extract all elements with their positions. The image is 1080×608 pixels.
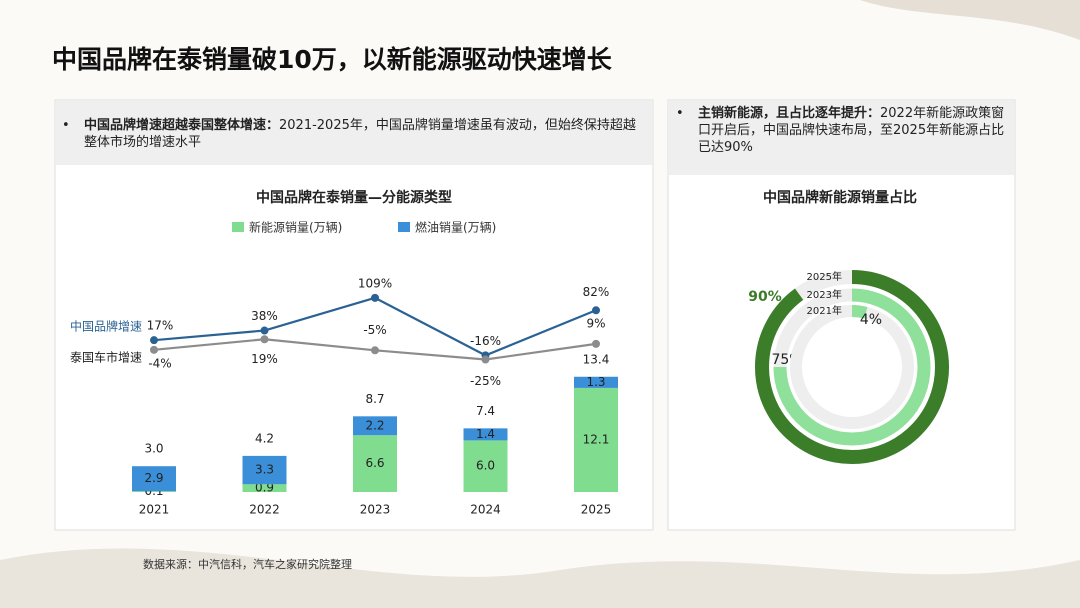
- legend-swatch: [398, 222, 410, 232]
- bar-segment: [242, 455, 287, 485]
- total-label: 7.4: [476, 404, 495, 418]
- chart-title: 中国品牌新能源销量占比: [763, 189, 917, 206]
- bar-segment: [574, 387, 618, 492]
- bar-segment: [132, 491, 176, 492]
- data-label: 9%: [586, 316, 605, 330]
- note-text: 2022年新能源政策窗口开启后，中国品牌快速布局，至2025年新能源占比已达90…: [698, 106, 1005, 155]
- line-point: [371, 346, 379, 355]
- note-text: 2021-2025年，中国品牌销量增速虽有波动，但始终保持超越整体市场的增速水平: [84, 118, 636, 150]
- data-label: 1.3: [586, 375, 605, 389]
- data-label: 2.9: [144, 471, 163, 485]
- total-label: 3.0: [144, 442, 163, 456]
- x-tick-label: 2025: [581, 503, 612, 517]
- note: • 中国品牌增速超越泰国整体增速：2021-2025年，中国品牌销量增速虽有波动…: [62, 118, 636, 150]
- bar-segment: [463, 440, 508, 492]
- data-label: -5%: [363, 323, 386, 337]
- line-point: [592, 339, 600, 348]
- data-label: 19%: [251, 352, 278, 366]
- data-label: 1.4: [476, 427, 495, 441]
- ring-arc: [773, 288, 931, 446]
- note-heading: 主销新能源，且占比逐年提升：: [698, 106, 881, 121]
- ring-arc: [755, 270, 949, 464]
- total-label: 4.2: [255, 431, 274, 445]
- line-point: [150, 345, 158, 354]
- bar-segment: [242, 484, 287, 492]
- total-label: 13.4: [583, 352, 610, 366]
- x-tick-label: 2022: [249, 503, 280, 517]
- slide-title: 中国品牌在泰销量破10万，以新能源驱动快速增长: [52, 45, 612, 74]
- decor-wave: [860, 0, 1080, 40]
- legend-label: 燃油销量(万辆): [415, 220, 496, 235]
- data-label: -4%: [148, 356, 171, 370]
- line-point: [592, 306, 600, 315]
- source: 数据来源：中汽信科，汽车之家研究院整理: [143, 558, 352, 571]
- ring-label: 2021年: [807, 304, 842, 317]
- data-label: 4%: [860, 312, 882, 328]
- line-point: [260, 326, 269, 335]
- line-point: [260, 335, 269, 344]
- data-label: 12.1: [583, 432, 610, 446]
- line-point: [481, 355, 490, 364]
- data-label: 3.3: [255, 463, 274, 477]
- bar-segment: [353, 435, 397, 492]
- x-tick-label: 2024: [470, 503, 501, 517]
- data-label: 17%: [147, 319, 174, 333]
- x-tick-label: 2021: [139, 503, 170, 517]
- x-tick-label: 2023: [360, 503, 391, 517]
- line-point: [371, 293, 379, 302]
- series-label: 中国品牌增速: [70, 319, 142, 334]
- note: • 主销新能源，且占比逐年提升：2022年新能源政策窗口开启后，中国品牌快速布局…: [676, 106, 1005, 155]
- bar-segment: [132, 466, 176, 492]
- legend-swatch: [232, 222, 244, 232]
- data-label: -16%: [470, 334, 501, 348]
- data-label: 6.6: [365, 456, 384, 470]
- ring-arc: [851, 305, 868, 319]
- ring-label: 2023年: [807, 288, 842, 301]
- bar-segment: [353, 416, 397, 436]
- data-label: 90%: [748, 289, 782, 305]
- chart-title: 中国品牌在泰销量—分能源类型: [256, 189, 452, 206]
- ring-label: 2025年: [807, 270, 842, 283]
- left-panel-header: [56, 101, 652, 165]
- data-label: 38%: [251, 309, 278, 323]
- data-label: 6.0: [476, 459, 495, 473]
- legend-label: 新能源销量(万辆): [249, 220, 342, 235]
- bar-segment: [463, 428, 508, 441]
- decor-wave: [0, 548, 1080, 608]
- data-label: 82%: [583, 285, 610, 299]
- note-heading: 中国品牌增速超越泰国整体增速：: [84, 118, 280, 133]
- data-label: 109%: [358, 276, 392, 290]
- line-point: [150, 336, 158, 345]
- data-label: 2.2: [365, 418, 384, 432]
- bar-segment: [574, 376, 618, 388]
- total-label: 8.7: [365, 392, 384, 406]
- series-label: 泰国车市增速: [70, 350, 142, 365]
- right-panel-header: [669, 101, 1014, 175]
- data-label: -25%: [470, 374, 501, 388]
